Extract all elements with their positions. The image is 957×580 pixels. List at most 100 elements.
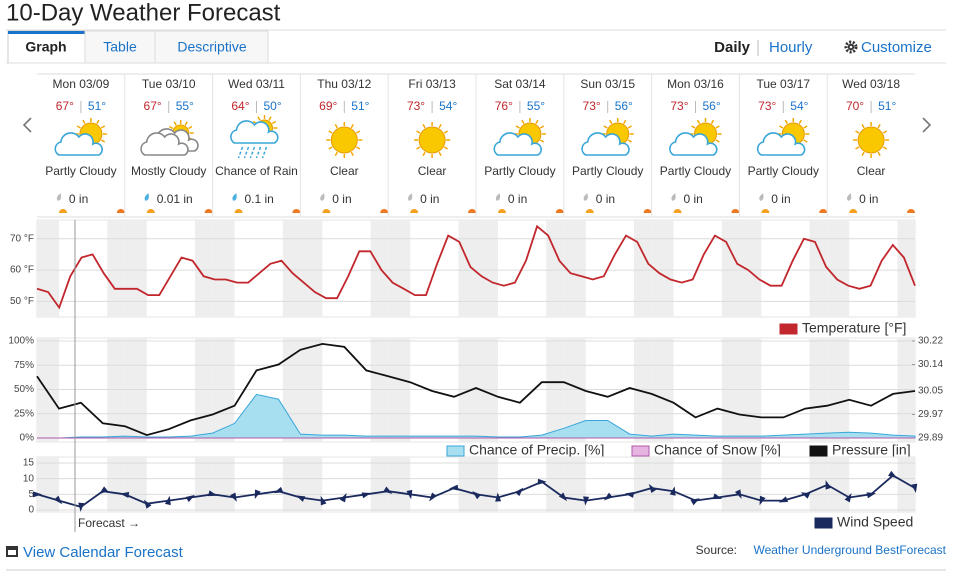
wind-arrow <box>449 484 459 491</box>
sun <box>418 126 446 154</box>
sun-ray <box>535 119 539 124</box>
sunrise-icon <box>498 209 506 213</box>
sun <box>330 126 358 154</box>
sun-ray <box>438 151 442 156</box>
sunset-icon <box>380 209 389 213</box>
sun-ray <box>416 146 421 150</box>
legend-label: Chance of Precip. [%] <box>469 442 604 458</box>
day-condition-box: Partly Cloudy <box>747 165 819 178</box>
next-arrow[interactable] <box>922 117 932 133</box>
night-band <box>827 220 850 317</box>
cloud <box>230 120 279 144</box>
rain-drop <box>261 146 268 159</box>
wind-arrow <box>583 496 590 506</box>
sun-ray <box>173 121 177 126</box>
sun-ray <box>416 130 421 134</box>
source-link[interactable]: Weather Underground BestForecast <box>753 543 946 557</box>
wind-arrow <box>648 483 657 494</box>
wind-arrow <box>230 492 237 502</box>
calendar-link[interactable]: View Calendar Forecast <box>23 544 184 561</box>
sun-ray <box>539 125 545 129</box>
night-band <box>212 220 235 317</box>
tab[interactable] <box>84 30 156 64</box>
sun-ray <box>779 125 784 129</box>
cloud <box>54 132 103 156</box>
gear-icon[interactable] <box>844 40 858 54</box>
day-date: Sun 03/15 <box>580 77 635 91</box>
gear-hole <box>849 45 853 49</box>
rain-drop <box>255 146 262 159</box>
sun-ray <box>328 130 333 134</box>
wind-arrow <box>825 480 832 490</box>
wind-arrow <box>185 494 195 503</box>
tab-label[interactable]: Graph <box>25 39 66 55</box>
sunrise-icon <box>585 209 594 213</box>
tab-label[interactable]: Descriptive <box>177 39 246 55</box>
area <box>37 393 916 439</box>
day-condition: Partly Cloudy <box>747 165 819 178</box>
rain-drop <box>237 146 244 159</box>
day-condition-box: Chance of Rain <box>215 165 298 178</box>
sun-ray <box>882 130 888 134</box>
sunrise-icon <box>410 209 419 213</box>
y-tick-label: 75% <box>14 360 34 371</box>
precip-drop <box>495 193 501 201</box>
night-band <box>124 220 147 317</box>
sun-ray <box>328 146 333 150</box>
night-band <box>212 457 235 512</box>
wind-arrow <box>844 493 852 503</box>
sun-ray <box>271 120 277 125</box>
night-band <box>476 457 498 512</box>
sun-ray <box>188 125 193 130</box>
night-band <box>124 457 147 512</box>
view-toggle[interactable]: Daily <box>714 39 751 56</box>
sunrise-icon <box>322 209 331 213</box>
day-condition: Partly Cloudy <box>45 165 117 178</box>
day-date: Mon 03/16 <box>667 77 724 91</box>
view-toggle[interactable]: Hourly <box>769 39 813 56</box>
sunset-icon <box>468 209 476 213</box>
tab-label[interactable]: Table <box>103 39 137 55</box>
wind-arrow <box>472 491 481 500</box>
day-card: Fri 03/13 73° 54° Clear 0 in <box>387 74 476 217</box>
night-band <box>634 457 652 512</box>
customize-link[interactable]: Customize <box>861 39 932 56</box>
prev-arrow[interactable] <box>22 117 32 133</box>
night-band <box>107 457 125 512</box>
day-precip: 0 in <box>596 192 615 206</box>
precip-drop <box>144 193 149 201</box>
precip-drop <box>56 193 62 201</box>
sun-ray <box>169 125 174 130</box>
sun-ray <box>696 119 701 124</box>
y-tick-label: 50% <box>14 384 34 395</box>
precip-drop <box>583 193 588 201</box>
y2-tick-label: 30.22 <box>918 336 943 347</box>
legend-label: Wind Speed <box>837 514 913 530</box>
wind-arrow <box>514 487 524 497</box>
day-condition-box: Clear <box>330 165 359 178</box>
day-precip: 0 in <box>859 192 878 206</box>
day-low: 55° <box>527 99 545 113</box>
day-condition-box: Partly Cloudy <box>572 165 643 178</box>
sunrise-icon <box>59 209 67 213</box>
sun-ray <box>855 130 860 134</box>
cloud <box>493 132 542 156</box>
sun-ray <box>443 146 449 150</box>
y2-tick-label: 30.14 <box>918 359 943 370</box>
sunset-icon <box>731 209 740 213</box>
wind-arrow <box>495 492 502 502</box>
sun-ray <box>96 119 100 124</box>
day-high: 73° <box>407 99 425 113</box>
line <box>36 224 916 310</box>
day-low: 51° <box>88 99 106 113</box>
night-band <box>195 220 213 317</box>
y-tick-label: 100% <box>8 336 34 347</box>
night-band <box>300 457 323 512</box>
day-precip: 0 in <box>420 192 439 206</box>
precip-drop <box>320 193 325 201</box>
night-band <box>721 457 740 512</box>
day-condition: Partly Cloudy <box>659 165 732 178</box>
y-tick-label: 70 °F <box>10 233 34 244</box>
wind-arrow <box>143 499 152 509</box>
